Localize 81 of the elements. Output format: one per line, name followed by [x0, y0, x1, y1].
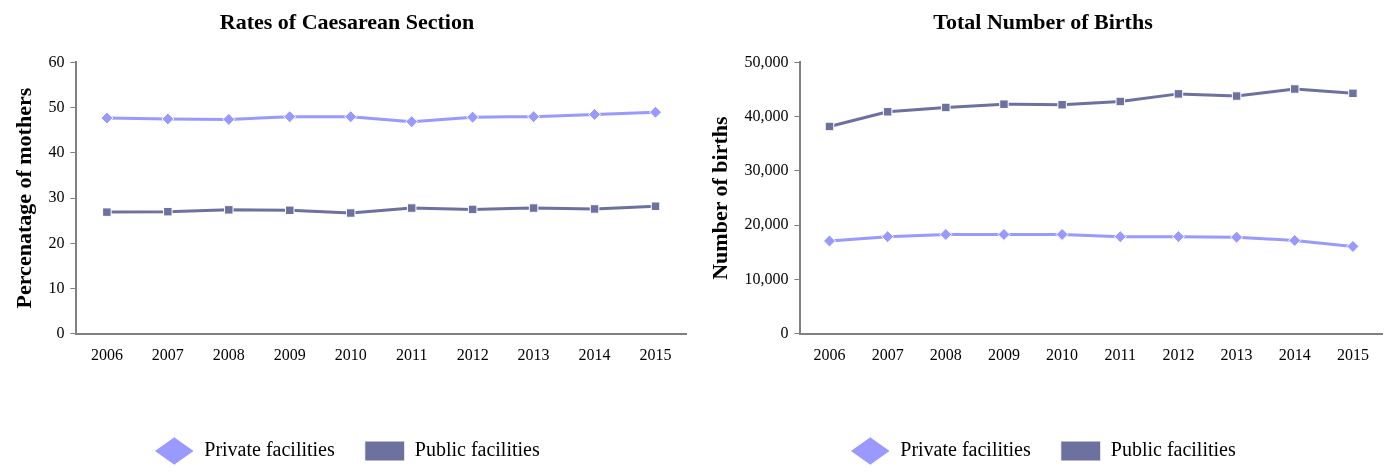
point — [1231, 91, 1242, 101]
x-tick-label: 2010 — [1046, 345, 1079, 363]
point — [1290, 84, 1300, 94]
point — [650, 201, 661, 211]
point — [941, 102, 951, 113]
point — [222, 112, 236, 126]
point — [163, 206, 173, 217]
point — [161, 112, 175, 126]
y-tick-label: 10 — [48, 278, 65, 296]
x-tick-label: 2008 — [929, 345, 962, 363]
point — [344, 110, 358, 124]
y-tick-label: 50,000 — [744, 52, 789, 70]
legend-label: Public facilities — [414, 438, 540, 461]
y-tick-label: 40,000 — [744, 106, 789, 124]
x-tick-label: 2010 — [334, 345, 367, 363]
point — [285, 205, 295, 216]
x-tick-label: 2015 — [639, 345, 672, 363]
point — [1115, 96, 1126, 107]
point — [527, 110, 541, 124]
x-tick-label: 2011 — [1104, 345, 1136, 363]
chart-title: Total Number of Births — [933, 8, 1154, 34]
point — [588, 107, 602, 121]
point — [1348, 88, 1358, 99]
y-tick-label: 0 — [780, 324, 789, 341]
point — [1288, 233, 1302, 247]
x-tick-label: 2014 — [1278, 345, 1311, 363]
point — [999, 99, 1009, 109]
point — [1171, 230, 1185, 244]
point — [102, 207, 112, 217]
legend-label: Private facilities — [900, 438, 1031, 461]
x-tick-label: 2006 — [90, 345, 123, 363]
x-tick-label: 2008 — [212, 345, 245, 363]
point — [1055, 227, 1069, 241]
y-tick-label: 20 — [48, 233, 65, 251]
chart-title: Rates of Caesarean Section — [219, 8, 475, 34]
point — [224, 205, 234, 215]
y-tick-label: 60 — [48, 52, 65, 70]
point — [824, 121, 835, 132]
point — [882, 107, 893, 117]
x-tick-label: 2011 — [395, 345, 428, 363]
x-tick-label: 2012 — [1162, 345, 1195, 363]
y-tick-label: 30,000 — [744, 161, 789, 179]
point — [1173, 89, 1184, 99]
legend-label: Private facilities — [204, 438, 335, 461]
point — [406, 203, 417, 213]
point — [939, 227, 953, 241]
point — [345, 208, 356, 218]
point — [528, 203, 539, 213]
point — [100, 111, 114, 125]
y-tick-label: 10,000 — [744, 269, 789, 287]
x-tick-label: 2015 — [1336, 345, 1369, 363]
legend-label: Public facilities — [1110, 438, 1236, 461]
x-tick-label: 2009 — [987, 345, 1020, 363]
y-tick-label: 20,000 — [744, 215, 789, 233]
y-tick-label: 40 — [48, 143, 65, 161]
x-tick-label: 2013 — [517, 345, 550, 363]
x-tick-label: 2012 — [456, 345, 489, 363]
point — [649, 105, 663, 119]
y-axis-title: Number of births — [706, 115, 732, 280]
point — [283, 110, 297, 124]
point — [822, 234, 836, 248]
x-tick-label: 2006 — [813, 345, 846, 363]
point — [997, 227, 1011, 241]
point — [1346, 239, 1360, 253]
point — [466, 110, 480, 124]
point — [589, 204, 600, 214]
point — [405, 115, 419, 129]
point — [467, 204, 478, 215]
point — [1230, 230, 1244, 244]
x-tick-label: 2007 — [151, 345, 184, 363]
x-tick-label: 2007 — [871, 345, 904, 363]
y-tick-label: 0 — [56, 324, 65, 341]
x-tick-label: 2009 — [273, 345, 306, 363]
point — [881, 230, 895, 244]
x-tick-label: 2014 — [578, 345, 611, 363]
y-tick-label: 30 — [48, 188, 65, 206]
point — [1113, 230, 1127, 244]
y-tick-label: 50 — [48, 97, 65, 115]
x-tick-label: 2013 — [1220, 345, 1253, 363]
y-axis-title: Percenatage of mothers — [10, 87, 36, 309]
point — [1057, 100, 1067, 110]
